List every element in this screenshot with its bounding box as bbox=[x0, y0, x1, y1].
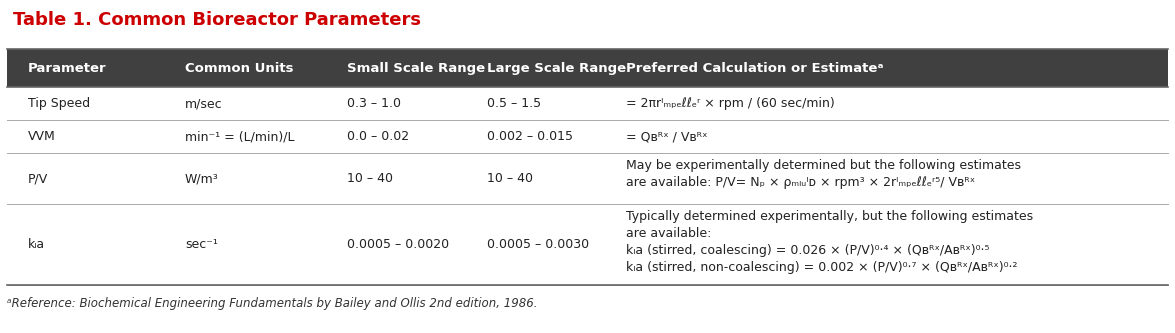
Text: Tip Speed: Tip Speed bbox=[28, 97, 90, 110]
Text: = Qʙᴿˣ / Vʙᴿˣ: = Qʙᴿˣ / Vʙᴿˣ bbox=[626, 130, 707, 143]
Text: 0.002 – 0.015: 0.002 – 0.015 bbox=[486, 130, 572, 143]
Text: VVM: VVM bbox=[28, 130, 56, 143]
Text: Table 1. Common Bioreactor Parameters: Table 1. Common Bioreactor Parameters bbox=[13, 11, 421, 29]
Text: Large Scale Range: Large Scale Range bbox=[486, 62, 626, 75]
Text: 0.0005 – 0.0020: 0.0005 – 0.0020 bbox=[348, 238, 450, 251]
Text: Preferred Calculation or Estimateᵃ: Preferred Calculation or Estimateᵃ bbox=[626, 62, 884, 75]
Text: kₗa: kₗa bbox=[28, 238, 46, 251]
Text: ᵃReference: Biochemical Engineering Fundamentals by Bailey and Ollis 2nd edition: ᵃReference: Biochemical Engineering Fund… bbox=[7, 297, 538, 310]
Text: 0.0 – 0.02: 0.0 – 0.02 bbox=[348, 130, 410, 143]
Text: m/sec: m/sec bbox=[184, 97, 222, 110]
Text: sec⁻¹: sec⁻¹ bbox=[184, 238, 217, 251]
Text: W/m³: W/m³ bbox=[184, 172, 219, 185]
Text: P/V: P/V bbox=[28, 172, 48, 185]
Text: 10 – 40: 10 – 40 bbox=[348, 172, 394, 185]
Text: 10 – 40: 10 – 40 bbox=[486, 172, 532, 185]
Text: 0.0005 – 0.0030: 0.0005 – 0.0030 bbox=[486, 238, 589, 251]
Text: min⁻¹ = (L/min)/L: min⁻¹ = (L/min)/L bbox=[184, 130, 295, 143]
Text: = 2πrᴵₘₚₑℓℓₑʳ × rpm / (60 sec/min): = 2πrᴵₘₚₑℓℓₑʳ × rpm / (60 sec/min) bbox=[626, 97, 834, 110]
Text: Typically determined experimentally, but the following estimates
are available:
: Typically determined experimentally, but… bbox=[626, 210, 1033, 274]
Text: 0.5 – 1.5: 0.5 – 1.5 bbox=[486, 97, 540, 110]
Text: Parameter: Parameter bbox=[28, 62, 107, 75]
Text: May be experimentally determined but the following estimates
are available: P/V=: May be experimentally determined but the… bbox=[626, 159, 1021, 189]
FancyBboxPatch shape bbox=[7, 49, 1168, 87]
Text: 0.3 – 1.0: 0.3 – 1.0 bbox=[348, 97, 402, 110]
Text: Small Scale Range: Small Scale Range bbox=[348, 62, 485, 75]
Text: Common Units: Common Units bbox=[184, 62, 294, 75]
